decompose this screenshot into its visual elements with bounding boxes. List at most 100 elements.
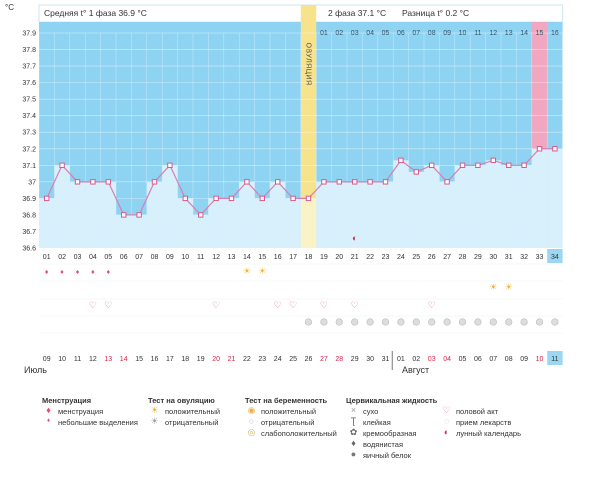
- legend-menstruation-item: менструация: [58, 407, 104, 416]
- ovulation-negative-icon: ☀: [150, 416, 159, 426]
- y-tick-label: 36.7: [22, 229, 36, 236]
- temperature-bar: [270, 181, 286, 248]
- legend-cervical-sticky: клейкая: [363, 418, 391, 427]
- month-label-july: Июль: [24, 365, 47, 375]
- ovulation-test-positive-icon: ☀: [258, 266, 266, 276]
- post-ovulation-day-number: 08: [428, 30, 436, 37]
- post-ovulation-day-number: 15: [536, 30, 544, 37]
- calendar-date-label: 15: [135, 356, 143, 363]
- cycle-day-label: 01: [43, 254, 51, 261]
- legend-ovulation-positive: положительный: [165, 407, 221, 416]
- calendar-date-label: 10: [58, 356, 66, 363]
- temperature-point: [336, 179, 343, 185]
- legend-lunar-calendar: лунный календарь: [456, 429, 522, 438]
- temperature-point: [105, 179, 111, 185]
- calendar-date-label: 10: [536, 356, 544, 363]
- intercourse-icon: ♡: [89, 300, 97, 310]
- egg-white-icon: [443, 318, 451, 326]
- cycle-day-label: 30: [489, 254, 497, 261]
- pregnancy-weak-icon: ◎: [247, 427, 256, 437]
- menstruation-icon: ♦: [91, 269, 95, 276]
- moon-icon: ◐: [443, 427, 450, 437]
- current-day-highlight: [547, 249, 563, 263]
- cycle-day-label: 12: [212, 254, 220, 261]
- sticky-icon: Ʈ: [350, 416, 357, 426]
- intercourse-icon: ♡: [104, 300, 112, 310]
- calendar-date-label: 23: [258, 356, 266, 363]
- calendar-date-label: 09: [520, 356, 528, 363]
- pregnancy-negative-icon: ○: [248, 416, 255, 426]
- y-tick-label: 37.1: [22, 163, 36, 170]
- temperature-point: [90, 179, 96, 185]
- legend-intercourse: половой акт: [456, 407, 499, 416]
- temperature-bar: [454, 165, 471, 248]
- egg-white-icon: [458, 318, 467, 326]
- y-tick-label: 37: [28, 179, 36, 186]
- cycle-day-label: 33: [536, 254, 544, 261]
- legend-ovulation-test-title: Тест на овуляцию: [148, 396, 215, 405]
- temperature-line: [46, 148, 555, 216]
- temperature-point: [136, 212, 142, 218]
- cycle-day-label: 04: [89, 254, 97, 261]
- post-ovulation-day-number: 01: [320, 30, 328, 37]
- temperature-bar: [331, 181, 347, 248]
- temperature-point: [459, 162, 466, 169]
- temperature-bar: [285, 198, 301, 248]
- temperature-bar: [193, 214, 209, 248]
- temperature-point: [74, 179, 81, 185]
- cycle-day-label: 02: [58, 254, 66, 261]
- cycle-day-label: 29: [474, 254, 482, 261]
- menstruation-icon: ♦: [45, 269, 49, 276]
- cycle-day-label: 21: [351, 254, 359, 261]
- temperature-point: [198, 212, 204, 218]
- cycle-day-label: 32: [520, 254, 528, 261]
- temperature-point: [244, 179, 250, 185]
- cycle-day-label: 11: [197, 254, 204, 261]
- temperature-point: [321, 179, 327, 185]
- temperature-bar: [85, 181, 101, 248]
- temperature-point: [352, 179, 358, 185]
- temperature-bar: [362, 181, 378, 248]
- temperature-bar: [254, 198, 270, 248]
- temperature-point: [305, 195, 312, 202]
- calendar-date-label: 08: [505, 356, 513, 363]
- calendar-date-label: 13: [104, 356, 112, 363]
- calendar-date-label: 05: [459, 356, 467, 363]
- intercourse-icon: ♡: [428, 300, 436, 310]
- temperature-bar: [146, 181, 163, 248]
- temperature-point: [536, 146, 543, 152]
- post-ovulation-day-number: 12: [489, 30, 497, 37]
- calendar-date-label: 30: [366, 356, 374, 363]
- phase1-average: Средняя t° 1 фаза 36.9 °C: [44, 8, 147, 18]
- intercourse-icon: ♡: [289, 300, 297, 310]
- watery-icon: ♦: [351, 438, 356, 448]
- calendar-date-label: 28: [335, 356, 343, 363]
- cycle-day-label: 07: [135, 254, 143, 261]
- y-axis-unit: °C: [5, 3, 14, 12]
- temperature-point: [228, 195, 235, 202]
- temperature-bar: [39, 198, 55, 248]
- calendar-date-label: 14: [120, 356, 128, 363]
- temperature-point: [259, 195, 266, 202]
- y-tick-label: 37.7: [22, 64, 36, 71]
- calendar-date-label: 12: [89, 356, 97, 363]
- egg-white-icon: [381, 318, 390, 326]
- calendar-date-label: 31: [382, 356, 390, 363]
- egg-white-icon: [366, 318, 374, 326]
- calendar-date-label: 06: [474, 356, 482, 363]
- egg-white-icon: [412, 318, 420, 326]
- pregnancy-positive-icon: ◉: [247, 405, 256, 415]
- post-ovulation-day-number: 06: [397, 30, 405, 37]
- egg-white-icon: ●: [350, 449, 357, 459]
- temperature-point: [367, 179, 373, 185]
- calendar-date-label: 22: [243, 356, 251, 363]
- temperature-bar: [439, 181, 455, 248]
- egg-white-icon: [304, 318, 313, 326]
- temperature-bar: [100, 181, 116, 248]
- cycle-day-label: 25: [412, 254, 420, 261]
- y-tick-label: 37.8: [22, 47, 36, 54]
- calendar-date-label: 07: [489, 356, 497, 363]
- calendar-date-label: 16: [151, 356, 159, 363]
- temperature-bar: [501, 165, 517, 248]
- temperature-point: [59, 162, 65, 169]
